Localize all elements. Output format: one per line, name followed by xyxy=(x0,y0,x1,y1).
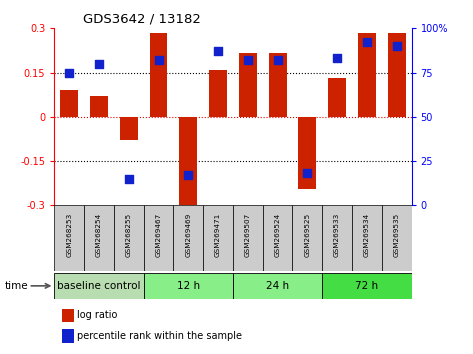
Text: GSM269533: GSM269533 xyxy=(334,213,340,257)
Point xyxy=(125,176,132,182)
Text: GSM268253: GSM268253 xyxy=(66,213,72,257)
Text: GSM269534: GSM269534 xyxy=(364,213,370,257)
Bar xyxy=(54,273,144,299)
Bar xyxy=(144,273,233,299)
Bar xyxy=(382,205,412,271)
Point xyxy=(333,56,341,61)
Bar xyxy=(233,205,263,271)
Bar xyxy=(120,117,138,141)
Text: GSM269471: GSM269471 xyxy=(215,213,221,257)
Text: GSM269524: GSM269524 xyxy=(275,213,280,257)
Text: time: time xyxy=(5,281,28,291)
Point xyxy=(393,43,401,49)
Text: GSM268254: GSM268254 xyxy=(96,213,102,257)
Bar xyxy=(144,205,174,271)
Point xyxy=(214,48,222,54)
Text: percentile rank within the sample: percentile rank within the sample xyxy=(77,331,242,341)
Text: 72 h: 72 h xyxy=(355,281,378,291)
Bar xyxy=(298,117,316,189)
Point xyxy=(65,70,73,75)
Bar xyxy=(203,205,233,271)
Bar xyxy=(61,90,78,117)
Bar xyxy=(239,53,257,117)
Text: GSM269535: GSM269535 xyxy=(394,213,400,257)
Point xyxy=(95,61,103,67)
Bar xyxy=(84,205,114,271)
Bar xyxy=(209,70,227,117)
Text: GSM269525: GSM269525 xyxy=(304,213,310,257)
Bar xyxy=(233,273,322,299)
Text: GSM269469: GSM269469 xyxy=(185,213,191,257)
Bar xyxy=(328,79,346,117)
Text: GDS3642 / 13182: GDS3642 / 13182 xyxy=(83,13,201,26)
Point xyxy=(184,172,192,178)
Text: 12 h: 12 h xyxy=(177,281,200,291)
Bar xyxy=(174,205,203,271)
Bar xyxy=(388,33,405,117)
Text: 24 h: 24 h xyxy=(266,281,289,291)
Bar xyxy=(149,33,167,117)
Bar xyxy=(269,53,287,117)
Text: GSM268255: GSM268255 xyxy=(126,213,132,257)
Text: log ratio: log ratio xyxy=(77,310,117,320)
Point xyxy=(244,57,252,63)
Bar xyxy=(179,117,197,208)
Point xyxy=(155,57,162,63)
Point xyxy=(274,57,281,63)
Text: baseline control: baseline control xyxy=(57,281,141,291)
Bar xyxy=(322,205,352,271)
Text: GSM269467: GSM269467 xyxy=(156,213,162,257)
Text: GSM269507: GSM269507 xyxy=(245,213,251,257)
Bar xyxy=(114,205,144,271)
Bar xyxy=(358,33,376,117)
Bar xyxy=(322,273,412,299)
Bar xyxy=(54,205,84,271)
Point xyxy=(363,40,371,45)
Bar xyxy=(61,309,74,322)
Bar xyxy=(90,96,108,117)
Bar xyxy=(352,205,382,271)
Bar xyxy=(61,329,74,343)
Bar xyxy=(292,205,322,271)
Bar xyxy=(263,205,292,271)
Point xyxy=(304,171,311,176)
